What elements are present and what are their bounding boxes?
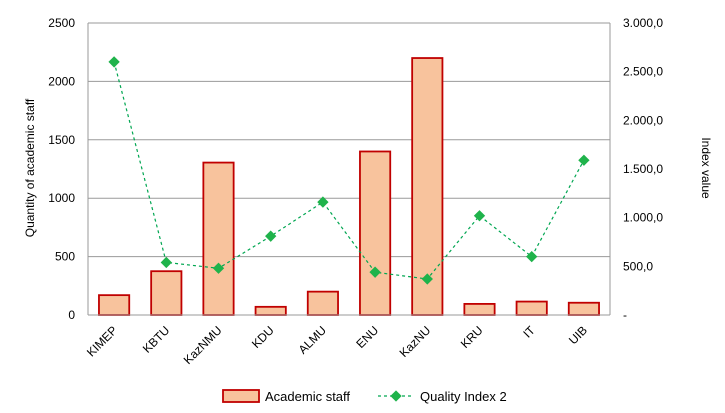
y-axis-ticks: 0 500 1000 1500 2000 2500 [48, 16, 75, 322]
legend: Academic staff Quality Index 2 [222, 389, 507, 404]
y-axis-title: Quantity of academic staff [23, 98, 37, 237]
y2-tick-label: 3.000,0 [623, 16, 663, 30]
x-tick-label-kdu: KDU [249, 323, 277, 351]
x-tick-label-uib: UIB [566, 323, 590, 347]
y2-tick-label: 500,0 [623, 259, 653, 273]
y2-tick-label: 2.500,0 [623, 65, 663, 79]
legend-label-academic-staff: Academic staff [265, 389, 350, 404]
marker-almu [317, 196, 329, 208]
marker-kbtu [160, 256, 172, 269]
marker-kdu [265, 230, 277, 242]
y2-tick-label: - [623, 308, 627, 322]
marker-it [526, 250, 538, 263]
y-tick-label: 2000 [48, 74, 75, 88]
x-tick-label-kbtu: KBTU [140, 323, 173, 356]
y-tick-label: 1500 [48, 133, 75, 147]
y2-axis-ticks: - 500,0 1.000,0 1.500,0 2.000,0 2.500,0 3.000,… [623, 16, 663, 322]
y-tick-label: 0 [68, 308, 75, 322]
x-tick-label-kimep: KIMEP [84, 323, 120, 359]
x-tick-label-kru: KRU [458, 323, 486, 351]
legend-marker-quality-index-2 [390, 390, 402, 402]
legend-label-quality-index-2: Quality Index 2 [420, 389, 507, 404]
marker-enu [369, 266, 381, 278]
bar-kru [463, 303, 496, 316]
marker-kimep [108, 56, 120, 68]
gridlines [88, 22, 610, 258]
bar-uib [567, 301, 600, 316]
y-tick-label: 2500 [48, 16, 75, 30]
y2-tick-label: 1.500,0 [623, 162, 663, 176]
bar-almu [306, 290, 339, 316]
bars [98, 57, 600, 316]
bar-kaznu [411, 57, 444, 316]
x-tick-label-enu: ENU [353, 323, 381, 351]
y-tick-label: 1000 [48, 191, 75, 205]
y-tick-label: 500 [55, 250, 75, 264]
marker-kaznu [421, 273, 433, 285]
marker-kaznmu [212, 262, 225, 274]
marker-kru [473, 210, 486, 222]
bar-kaznmu [202, 161, 235, 316]
quality-index-line [108, 56, 590, 285]
x-tick-label-almu: ALMU [296, 323, 329, 356]
y2-tick-label: 2.000,0 [623, 113, 663, 127]
marker-uib [578, 154, 590, 166]
x-axis-ticks: KIMEP KBTU KazNMU KDU ALMU ENU KazNU KRU IT UIB [84, 323, 590, 367]
bar-enu [359, 150, 392, 316]
y2-axis-title: Index value [699, 137, 713, 199]
bar-it [515, 300, 548, 316]
x-tick-label-kaznmu: KazNMU [181, 323, 225, 367]
x-tick-label-it: IT [520, 323, 538, 341]
bar-kdu [254, 305, 287, 316]
y2-tick-label: 1.000,0 [623, 211, 663, 225]
x-tick-label-kaznu: KazNU [397, 323, 434, 360]
legend-swatch-academic-staff [222, 389, 260, 403]
axes [87, 23, 611, 316]
bar-kimep [98, 294, 131, 316]
bar-kbtu [150, 270, 183, 316]
quality-index-path [113, 61, 585, 280]
